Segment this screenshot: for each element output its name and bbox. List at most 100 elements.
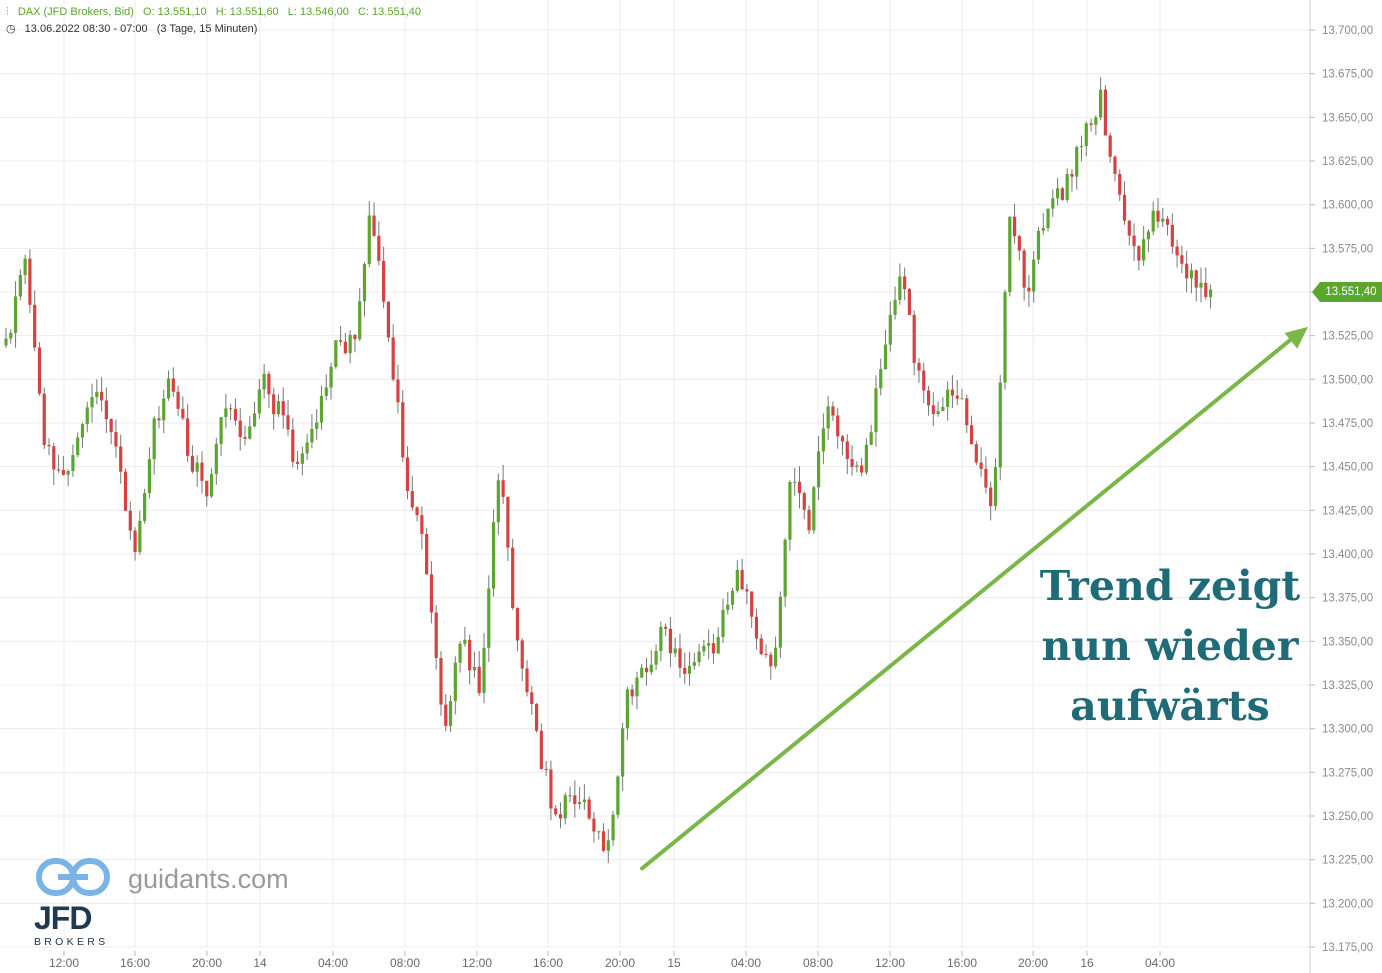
- candle-body: [1113, 156, 1117, 174]
- candle-body: [802, 493, 806, 510]
- candle-body: [496, 480, 500, 523]
- candle-body: [692, 662, 696, 666]
- candle-body: [123, 471, 128, 511]
- candle-body: [549, 769, 553, 809]
- candle-body: [37, 347, 42, 394]
- candle-body: [472, 666, 477, 671]
- candle-body: [969, 425, 974, 445]
- x-tick-label: 20:00: [192, 956, 222, 970]
- candle-body: [984, 468, 988, 488]
- candle-body: [888, 314, 892, 345]
- candle-body: [941, 406, 945, 412]
- candle-body: [668, 628, 673, 654]
- candle-body: [143, 493, 147, 521]
- y-tick-label: 13.650,00: [1322, 112, 1373, 124]
- candle-body: [90, 397, 94, 408]
- candle-body: [386, 301, 390, 338]
- candle-body: [812, 487, 816, 531]
- y-tick-label: 13.175,00: [1322, 942, 1373, 954]
- candle-body: [1118, 173, 1122, 195]
- candle-body: [233, 408, 238, 421]
- candle-body: [1022, 250, 1026, 288]
- candle-body: [754, 616, 759, 639]
- candle-body: [649, 664, 653, 673]
- candle-body: [821, 428, 825, 452]
- candle-body: [382, 260, 386, 302]
- candle-body: [453, 662, 457, 702]
- y-tick-label: 13.500,00: [1322, 374, 1373, 386]
- candle-body: [697, 651, 701, 663]
- candle-body: [319, 395, 324, 423]
- candle-body: [664, 626, 668, 629]
- brand-subtitle: BROKERS: [34, 936, 109, 948]
- y-tick-label: 13.225,00: [1322, 855, 1373, 867]
- candle-body: [764, 654, 768, 656]
- chart-header-range: ◷ 13.06.2022 08:30 - 07:00 (3 Tage, 15 M…: [6, 22, 263, 35]
- candle-body: [534, 704, 539, 731]
- candle-body: [558, 814, 563, 819]
- candle-body: [56, 469, 61, 471]
- annotation-line-1: Trend zeigt: [1039, 562, 1301, 610]
- candle-body: [974, 444, 978, 463]
- candle-body: [267, 373, 271, 395]
- x-tick-label: 16: [1080, 956, 1094, 970]
- candle-body: [47, 444, 51, 447]
- candle-body: [707, 643, 711, 646]
- y-tick-label: 13.400,00: [1322, 549, 1373, 561]
- candle-body: [291, 429, 295, 462]
- x-tick-label: 12:00: [49, 956, 79, 970]
- candle-body: [1208, 289, 1213, 297]
- candle-body: [783, 539, 787, 597]
- candle-body: [491, 522, 496, 589]
- candle-body: [324, 387, 328, 396]
- candle-body: [152, 418, 156, 460]
- y-tick-label: 13.600,00: [1322, 200, 1373, 212]
- candle-body: [224, 408, 228, 418]
- x-tick-label: 04:00: [1145, 956, 1175, 970]
- candle-body: [300, 453, 304, 464]
- date-range: 13.06.2022 08:30 - 07:00: [24, 23, 148, 35]
- candle-body: [946, 389, 950, 407]
- candle-body: [343, 341, 347, 354]
- candle-body: [1065, 174, 1069, 200]
- candle-body: [644, 667, 649, 673]
- candle-body: [993, 467, 998, 507]
- candle-body: [257, 389, 261, 414]
- candle-body: [501, 480, 505, 497]
- candle-body: [114, 432, 118, 447]
- candle-body: [310, 428, 314, 443]
- candle-body: [1041, 227, 1045, 231]
- candle-body: [243, 437, 247, 439]
- candle-body: [176, 391, 180, 409]
- y-tick-label: 13.300,00: [1322, 724, 1373, 736]
- clock-icon: ◷: [6, 23, 16, 35]
- candle-body: [836, 415, 840, 437]
- candle-body: [377, 235, 381, 261]
- x-tick-label: 15: [667, 956, 681, 970]
- candle-body: [171, 378, 175, 392]
- candle-body: [219, 417, 223, 444]
- y-tick-label: 13.575,00: [1322, 243, 1373, 255]
- candle-body: [979, 462, 983, 469]
- candle-body: [544, 769, 548, 771]
- candle-body: [367, 215, 371, 265]
- last-price-marker: 13.551,40: [1312, 282, 1382, 302]
- candle-body: [205, 480, 209, 497]
- candle-body: [95, 391, 99, 398]
- candle-body: [147, 459, 151, 494]
- candle-body: [458, 643, 462, 663]
- trendline: [640, 326, 1308, 871]
- candle-body: [1127, 220, 1131, 236]
- candle-body: [362, 264, 367, 302]
- candle-body: [1051, 198, 1055, 209]
- candle-body: [128, 510, 132, 531]
- candle-body: [444, 704, 448, 727]
- candle-body: [1075, 147, 1079, 177]
- candle-body: [1108, 135, 1112, 157]
- candle-body: [1137, 246, 1141, 261]
- candle-body: [166, 378, 171, 399]
- candle-body: [1180, 255, 1184, 264]
- candle-body: [1142, 239, 1146, 261]
- candle-body: [1189, 270, 1194, 279]
